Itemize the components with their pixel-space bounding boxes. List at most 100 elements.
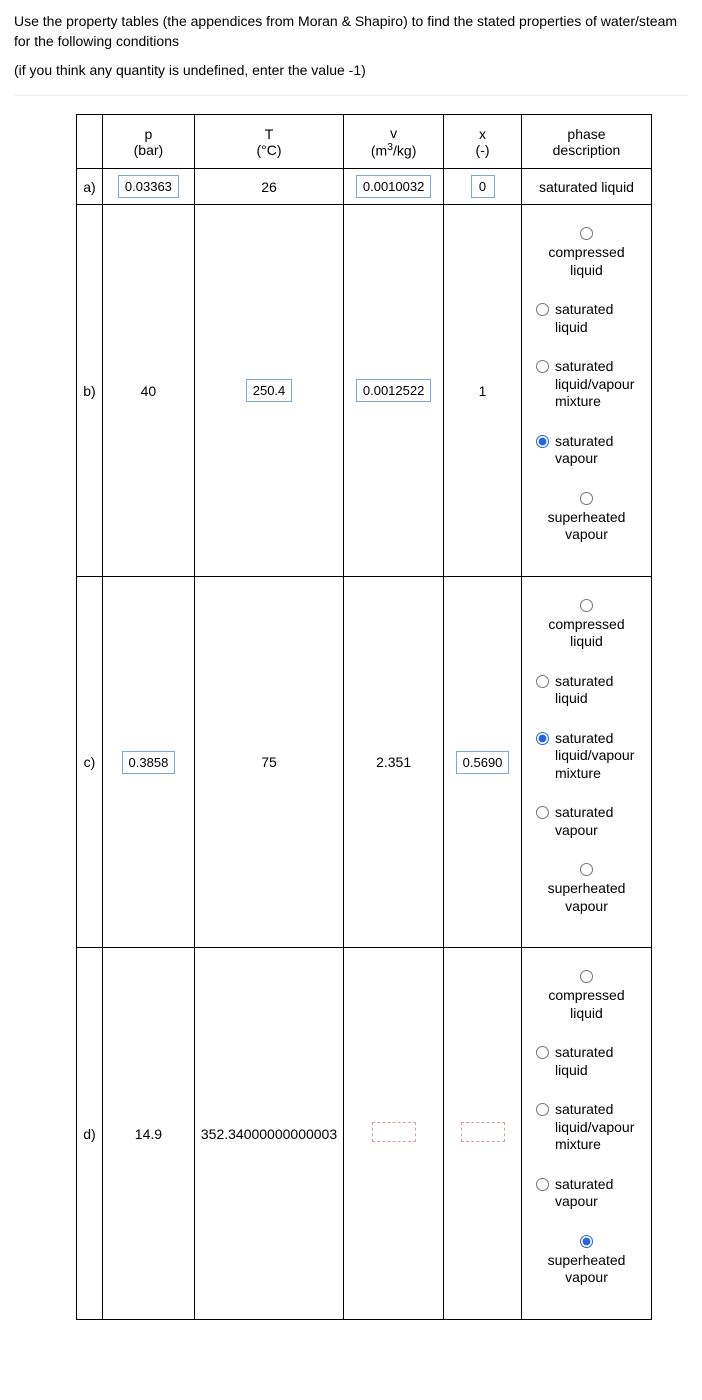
header-blank (77, 114, 103, 169)
phase-radio[interactable] (536, 806, 549, 819)
T-value: 26 (261, 179, 277, 195)
phase-label: saturated vapour (555, 1176, 637, 1211)
phase-label: saturated liquid (555, 301, 637, 336)
cell-T: 352.34000000000003 (194, 948, 343, 1320)
phase-radio[interactable] (580, 863, 593, 876)
row-label: c) (77, 576, 103, 948)
phase-option[interactable]: saturated vapour (536, 1176, 637, 1211)
phase-label: compressed liquid (536, 616, 637, 651)
x-input[interactable]: 0 (471, 175, 495, 198)
header-phase: phasedescription (521, 114, 651, 169)
phase-radio[interactable] (580, 1235, 593, 1248)
phase-radio[interactable] (536, 435, 549, 448)
phase-radio[interactable] (580, 492, 593, 505)
phase-option[interactable]: saturated liquid/vapour mixture (536, 358, 637, 411)
phase-option[interactable]: compressed liquid (536, 225, 637, 279)
phase-option[interactable]: saturated liquid (536, 1044, 637, 1079)
cell-x: 1 (444, 205, 522, 577)
phase-radio[interactable] (536, 360, 549, 373)
phase-radio[interactable] (536, 732, 549, 745)
cell-phase: compressed liquid saturated liquid satur… (521, 576, 651, 948)
cell-p: 0.3858 (102, 576, 194, 948)
phase-label: saturated liquid (555, 673, 637, 708)
row-label: a) (77, 169, 103, 205)
phase-radio[interactable] (536, 303, 549, 316)
question-prompt: Use the property tables (the appendices … (14, 12, 688, 81)
cell-T: 250.4 (194, 205, 343, 577)
header-T: T(°C) (194, 114, 343, 169)
table-row-d: d) 14.9 352.34000000000003 compressed liqu… (77, 948, 652, 1320)
phase-radio[interactable] (536, 1046, 549, 1059)
phase-label: superheated vapour (536, 509, 637, 544)
phase-option[interactable]: compressed liquid (536, 597, 637, 651)
cell-v: 0.0012522 (344, 205, 444, 577)
T-value: 352.34000000000003 (201, 1126, 337, 1142)
phase-label: saturated liquid/vapour mixture (555, 1101, 637, 1154)
cell-phase: compressed liquid saturated liquid satur… (521, 205, 651, 577)
cell-v: 2.351 (344, 576, 444, 948)
table-row-c: c) 0.3858 75 2.351 0.5690 compressed liquid … (77, 576, 652, 948)
phase-option[interactable]: superheated vapour (536, 490, 637, 544)
phase-option[interactable]: saturated liquid (536, 301, 637, 336)
v-input[interactable]: 0.0012522 (356, 379, 431, 402)
phase-label: compressed liquid (536, 987, 637, 1022)
x-input-empty[interactable] (461, 1122, 505, 1142)
cell-x: 0 (444, 169, 522, 205)
phase-option[interactable]: saturated liquid/vapour mixture (536, 1101, 637, 1154)
v-input[interactable]: 0.0010032 (356, 175, 431, 198)
phase-radio[interactable] (580, 227, 593, 240)
phase-option[interactable]: saturated vapour (536, 433, 637, 468)
phase-radio[interactable] (580, 599, 593, 612)
phase-option[interactable]: saturated vapour (536, 804, 637, 839)
phase-label: saturated vapour (555, 804, 637, 839)
phase-radio[interactable] (580, 970, 593, 983)
phase-label: superheated vapour (536, 1252, 637, 1287)
phase-option[interactable]: superheated vapour (536, 861, 637, 915)
phase-label: saturated vapour (555, 433, 637, 468)
phase-label: compressed liquid (536, 244, 637, 279)
v-input-empty[interactable] (372, 1122, 416, 1142)
v-value: 2.351 (376, 754, 411, 770)
cell-x: 0.5690 (444, 576, 522, 948)
cell-p: 0.03363 (102, 169, 194, 205)
phase-option[interactable]: saturated liquid/vapour mixture (536, 730, 637, 783)
phase-radio[interactable] (536, 675, 549, 688)
p-value: 14.9 (135, 1126, 162, 1142)
row-label: d) (77, 948, 103, 1320)
phase-options: compressed liquid saturated liquid satur… (528, 583, 645, 942)
phase-label: saturated liquid/vapour mixture (555, 358, 637, 411)
phase-label: saturated liquid/vapour mixture (555, 730, 637, 783)
cell-T: 75 (194, 576, 343, 948)
divider (14, 95, 688, 96)
cell-phase: compressed liquid saturated liquid satur… (521, 948, 651, 1320)
x-input[interactable]: 0.5690 (456, 751, 510, 774)
cell-T: 26 (194, 169, 343, 205)
header-x: x(-) (444, 114, 522, 169)
x-value: 1 (479, 383, 487, 399)
p-input[interactable]: 0.03363 (118, 175, 179, 198)
header-v: v (m3/kg) (344, 114, 444, 169)
phase-label: superheated vapour (536, 880, 637, 915)
phase-options: compressed liquid saturated liquid satur… (528, 954, 645, 1313)
table-header-row: p(bar) T(°C) v (m3/kg) x(-) phasedescrip… (77, 114, 652, 169)
cell-x (444, 948, 522, 1320)
phase-option[interactable]: compressed liquid (536, 968, 637, 1022)
p-input[interactable]: 0.3858 (122, 751, 176, 774)
properties-table: p(bar) T(°C) v (m3/kg) x(-) phasedescrip… (76, 114, 652, 1320)
phase-option[interactable]: superheated vapour (536, 1233, 637, 1287)
prompt-line-2: (if you think any quantity is undefined,… (14, 61, 688, 81)
phase-options: compressed liquid saturated liquid satur… (528, 211, 645, 570)
phase-radio[interactable] (536, 1103, 549, 1116)
T-input[interactable]: 250.4 (246, 379, 293, 402)
prompt-line-1: Use the property tables (the appendices … (14, 12, 688, 51)
phase-text: saturated liquid (539, 179, 634, 195)
table-row-b: b)40250.40.00125221 compressed liquid sa… (77, 205, 652, 577)
cell-p: 40 (102, 205, 194, 577)
cell-v: 0.0010032 (344, 169, 444, 205)
cell-phase: saturated liquid (521, 169, 651, 205)
phase-radio[interactable] (536, 1178, 549, 1191)
phase-option[interactable]: saturated liquid (536, 673, 637, 708)
T-value: 75 (261, 754, 277, 770)
phase-label: saturated liquid (555, 1044, 637, 1079)
cell-v (344, 948, 444, 1320)
